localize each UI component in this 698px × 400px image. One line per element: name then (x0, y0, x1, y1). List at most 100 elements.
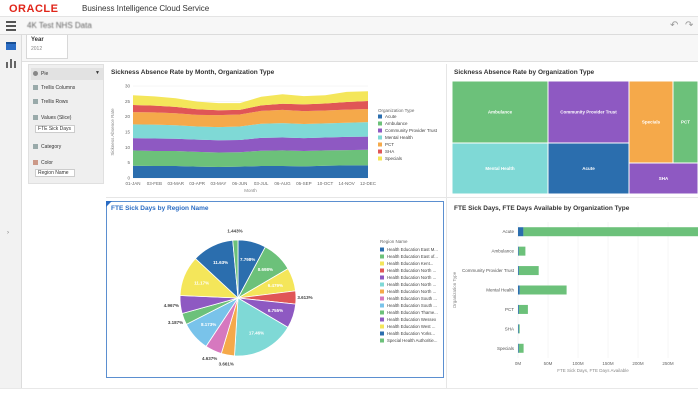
project-title[interactable]: 4K Test NHS Data (27, 21, 92, 30)
visualize-icon[interactable] (5, 57, 17, 69)
bar-fte-days-available[interactable] (518, 324, 520, 334)
pie-chart[interactable]: 7.798%8.698% 6.479% 3.613% 6.755% 17.46% 3.66… (108, 214, 442, 376)
area-series-ambulance[interactable] (133, 149, 368, 167)
bar-fte-sick-days[interactable] (518, 343, 519, 353)
pie-slice[interactable] (232, 239, 239, 299)
y-tick-label: Specials (497, 346, 515, 351)
area-series-mental-health[interactable] (133, 122, 368, 141)
pie-data-label: 3.187% (168, 320, 183, 325)
bar-fte-days-available[interactable] (518, 343, 524, 353)
bar-fte-days-available[interactable] (523, 227, 698, 237)
legend-entry[interactable]: Health Education South ... (387, 296, 437, 301)
viz-type-selector[interactable]: Pie ▼ (31, 68, 103, 80)
chevron-down-icon[interactable]: ▼ (95, 70, 100, 76)
y-tick-label: Mental Health (486, 288, 514, 293)
trellis-columns-row[interactable]: Trellis Columns (31, 82, 103, 94)
area-series-sha[interactable] (133, 101, 368, 116)
x-tick-label: 03-APR (189, 181, 206, 186)
expand-panel-icon[interactable]: › (7, 230, 9, 236)
pie-slice[interactable] (234, 297, 289, 357)
x-tick-label: 03-FEB (147, 181, 162, 186)
treemap-label: Acute (582, 166, 595, 171)
area-series-community-provider-trust[interactable] (133, 136, 368, 153)
y-tick-label: 30 (125, 84, 131, 89)
undo-icon[interactable]: ↶ (670, 20, 679, 31)
filter-bar (22, 35, 698, 62)
bar-fte-sick-days[interactable] (518, 227, 524, 237)
bar-fte-days-available[interactable] (518, 246, 526, 256)
legend-entry[interactable]: Health Education North ... (387, 282, 436, 287)
legend-entry[interactable]: SHA (385, 149, 394, 154)
selected-visualization-frame[interactable] (106, 201, 444, 378)
bar-fte-days-available[interactable] (518, 304, 528, 314)
treemap-label: PCT (681, 120, 690, 125)
bar-fte-sick-days[interactable] (518, 285, 520, 295)
color-row[interactable]: Color (31, 157, 103, 169)
color-icon (33, 160, 38, 165)
category-row[interactable]: Category (31, 141, 103, 153)
treemap-label: Community Provider Trust (560, 110, 617, 115)
treemap-cell[interactable] (628, 162, 698, 194)
values-row[interactable]: Values (Slice) (31, 112, 103, 124)
treemap-cell[interactable] (672, 81, 698, 164)
legend-entry[interactable]: Health Education West ... (387, 324, 435, 329)
legend-entry[interactable]: Health Education South ... (387, 303, 437, 308)
legend-entry[interactable]: Health Education North ... (387, 268, 436, 273)
legend-entry[interactable]: Health Education North ... (387, 289, 436, 294)
hamburger-menu-icon[interactable] (6, 21, 16, 31)
bar-chart[interactable]: 0M 50M 100M 150M 200M 250M FTE Sick Days, FTE … (450, 216, 698, 380)
bar-fte-sick-days[interactable] (518, 246, 519, 256)
values-label: Values (Slice) (41, 115, 72, 121)
bar-fte-sick-days[interactable] (518, 324, 519, 334)
treemap-label: Specials (642, 120, 661, 125)
redo-icon[interactable]: ↷ (685, 20, 694, 31)
area-series-pct[interactable] (133, 109, 368, 128)
legend-entry[interactable]: Health Education East M... (387, 247, 438, 252)
y-tick-label: 0 (127, 176, 130, 181)
legend-entry[interactable]: Health Education East of... (387, 254, 438, 259)
product-name: Business Intelligence Cloud Service (82, 4, 210, 13)
values-field-pill[interactable]: FTE Sick Days (35, 125, 75, 133)
legend-entry[interactable]: Acute (385, 114, 397, 119)
values-icon (33, 115, 38, 120)
legend-entry[interactable]: Health Education Kent... (387, 261, 433, 266)
top-bar: ORACLE Business Intelligence Cloud Servi… (0, 0, 698, 17)
legend-entry[interactable]: Health Education Yorks... (387, 331, 435, 336)
legend-swatch (380, 254, 384, 259)
pie-data-label: 7.798% (240, 257, 255, 262)
treemap-cell[interactable] (628, 81, 674, 164)
legend-swatch (378, 128, 382, 133)
legend-entry[interactable]: Specials (385, 156, 403, 161)
area-chart[interactable]: 0 5 10 15 20 25 30 01-JAN 03-FEB 03-MAR 03-APR 03-M… (106, 78, 446, 196)
legend-entry[interactable]: Health Education North ... (387, 275, 436, 280)
legend-swatch (380, 310, 384, 315)
legend-entry[interactable]: Health Education Wessex (387, 317, 437, 322)
bar-fte-days-available[interactable] (519, 285, 567, 295)
filter-value: 2012 (31, 46, 43, 52)
treemap-title: Sickness Absence Rate by Organization Ty… (454, 69, 595, 76)
bar-fte-sick-days[interactable] (518, 266, 519, 276)
color-field-pill[interactable]: Region Name (35, 169, 75, 177)
trellis-rows-row[interactable]: Trellis Rows (31, 96, 103, 108)
area-series-acute[interactable] (133, 165, 368, 178)
legend-entry[interactable]: Mental Health (385, 135, 413, 140)
bar-fte-days-available[interactable] (518, 266, 539, 276)
legend-entry[interactable]: Health Education Thame... (387, 310, 438, 315)
data-icon[interactable] (5, 40, 17, 52)
area-series-specials[interactable] (133, 91, 368, 111)
year-filter-chip[interactable]: Year 2012 (26, 35, 68, 59)
legend-swatch (378, 156, 382, 161)
legend-entry[interactable]: PCT (385, 142, 394, 147)
legend-entry[interactable]: Community Provider Trust (385, 128, 438, 133)
treemap-chart[interactable]: Ambulance Community Provider Trust Special… (452, 81, 698, 194)
pie-data-label: 11.63% (213, 260, 228, 265)
panel-divider (106, 197, 698, 198)
bar-fte-sick-days[interactable] (518, 304, 519, 314)
legend-swatch (378, 135, 382, 140)
y-tick-label: 25 (125, 99, 131, 104)
legend-entry[interactable]: Special Health Authoritie... (387, 338, 437, 343)
legend-swatch (380, 338, 384, 343)
x-tick-label: 05-SEP (296, 181, 312, 186)
grid-icon (33, 85, 38, 90)
legend-entry[interactable]: Ambulance (385, 121, 408, 126)
